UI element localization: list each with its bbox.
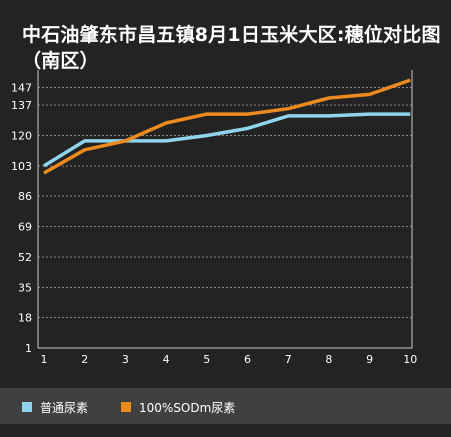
y-tick-label: 1 <box>25 342 32 355</box>
x-tick-label: 4 <box>163 353 170 366</box>
series-line-sodm-urea <box>43 78 411 175</box>
y-tick-label: 52 <box>18 251 32 264</box>
x-tick-label: 1 <box>41 353 48 366</box>
y-tick-label: 103 <box>11 160 32 173</box>
y-tick-label: 35 <box>18 281 32 294</box>
chart-title: 中石油肇东市昌五镇8月1日玉米大区:穗位对比图（南区） <box>22 24 441 72</box>
x-tick-label: 10 <box>403 353 417 366</box>
x-tick-label: 2 <box>81 353 88 366</box>
y-tick-label: 18 <box>18 312 32 325</box>
y-tick-label: 137 <box>11 99 32 112</box>
chart-bottom-strip <box>0 424 451 437</box>
legend-swatch-sodm-urea <box>121 402 131 412</box>
legend: 普通尿素 100%SODm尿素 <box>0 388 451 424</box>
y-axis-ticks: 1 18 35 52 69 86 103 120 137 147 <box>11 81 32 355</box>
y-tick-label: 69 <box>18 221 32 234</box>
x-tick-label: 6 <box>244 353 251 366</box>
legend-swatch-standard-urea <box>22 402 32 412</box>
legend-item-standard-urea: 普通尿素 <box>22 400 89 415</box>
x-axis-ticks: 1 2 3 4 5 6 7 8 9 10 <box>41 353 418 366</box>
chart-axes <box>37 70 413 349</box>
y-tick-label: 147 <box>11 81 32 94</box>
series-lines <box>43 78 411 175</box>
x-tick-label: 9 <box>366 353 373 366</box>
grid-lines <box>38 86 412 319</box>
y-tick-label: 86 <box>18 190 32 203</box>
x-tick-label: 3 <box>122 353 129 366</box>
legend-label-sodm-urea: 100%SODm尿素 <box>139 400 236 415</box>
x-tick-label: 5 <box>203 353 210 366</box>
y-tick-label: 120 <box>11 130 32 143</box>
series-line-standard-urea <box>43 112 411 168</box>
legend-label-standard-urea: 普通尿素 <box>40 400 89 415</box>
x-tick-label: 8 <box>325 353 332 366</box>
x-tick-label: 7 <box>285 353 292 366</box>
legend-item-sodm-urea: 100%SODm尿素 <box>121 400 236 415</box>
